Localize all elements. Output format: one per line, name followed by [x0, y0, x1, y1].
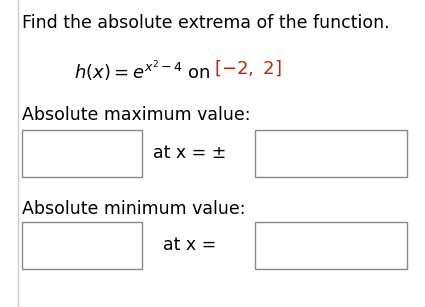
Text: Absolute maximum value:: Absolute maximum value: [22, 106, 250, 124]
Text: Find the absolute extrema of the function.: Find the absolute extrema of the functio… [22, 14, 390, 32]
Text: $h(x) = e^{x^2-4}$ on: $h(x) = e^{x^2-4}$ on [74, 58, 212, 84]
Text: at x =: at x = [163, 236, 217, 255]
Bar [22, 130, 142, 177]
Bar [22, 222, 142, 269]
Text: at x = ±: at x = ± [153, 145, 227, 162]
Text: $[-2,\ 2]$: $[-2,\ 2]$ [214, 58, 282, 78]
Bar [255, 130, 407, 177]
Text: Absolute minimum value:: Absolute minimum value: [22, 200, 246, 218]
Bar [255, 222, 407, 269]
